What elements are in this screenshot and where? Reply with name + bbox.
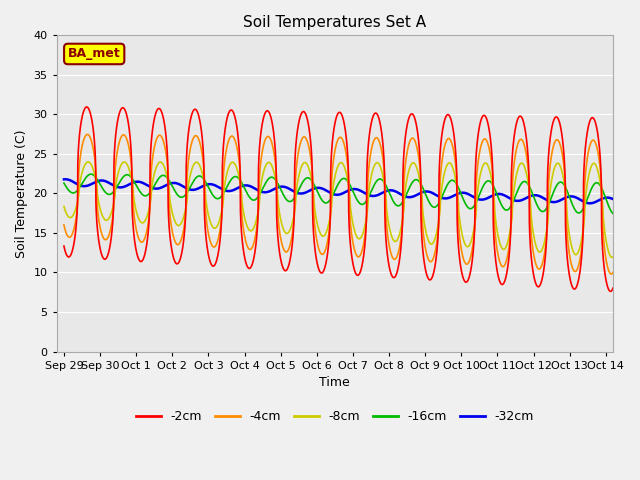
-8cm	[84, 159, 92, 165]
Title: Soil Temperatures Set A: Soil Temperatures Set A	[243, 15, 426, 30]
-16cm	[102, 191, 110, 196]
-2cm	[209, 263, 216, 269]
-2cm	[228, 108, 236, 114]
-4cm	[607, 271, 615, 277]
-4cm	[102, 237, 110, 242]
-32cm	[209, 181, 216, 187]
-8cm	[60, 204, 68, 209]
-16cm	[87, 171, 95, 177]
-32cm	[461, 190, 469, 196]
-4cm	[461, 260, 469, 266]
-16cm	[520, 179, 527, 184]
-8cm	[102, 217, 110, 223]
Line: -8cm: -8cm	[64, 162, 624, 257]
-16cm	[209, 192, 216, 197]
Y-axis label: Soil Temperature (C): Soil Temperature (C)	[15, 129, 28, 258]
-32cm	[620, 202, 628, 207]
Line: -2cm: -2cm	[64, 107, 624, 291]
-32cm	[61, 176, 69, 182]
-8cm	[620, 179, 628, 184]
Line: -4cm: -4cm	[64, 134, 624, 274]
-4cm	[84, 132, 92, 137]
-16cm	[571, 207, 579, 213]
-2cm	[571, 286, 579, 292]
Legend: -2cm, -4cm, -8cm, -16cm, -32cm: -2cm, -4cm, -8cm, -16cm, -32cm	[131, 405, 539, 428]
-2cm	[461, 279, 469, 285]
X-axis label: Time: Time	[319, 376, 350, 389]
-2cm	[620, 128, 628, 133]
-2cm	[607, 288, 614, 294]
Line: -32cm: -32cm	[64, 179, 624, 204]
-8cm	[571, 252, 579, 257]
-8cm	[520, 162, 527, 168]
-8cm	[608, 254, 616, 260]
-16cm	[611, 212, 619, 217]
-32cm	[520, 196, 527, 202]
-8cm	[209, 223, 216, 229]
-32cm	[102, 179, 110, 184]
-16cm	[461, 201, 469, 206]
-4cm	[228, 133, 236, 139]
-32cm	[228, 188, 236, 193]
-16cm	[228, 175, 236, 181]
-4cm	[571, 269, 579, 275]
-2cm	[520, 120, 527, 126]
-8cm	[461, 242, 469, 248]
-4cm	[60, 222, 68, 228]
Line: -16cm: -16cm	[64, 174, 624, 215]
-4cm	[520, 141, 527, 146]
-4cm	[620, 153, 628, 159]
-32cm	[571, 194, 579, 200]
-8cm	[228, 159, 236, 165]
-2cm	[60, 243, 68, 249]
Text: BA_met: BA_met	[68, 48, 120, 60]
-4cm	[209, 243, 216, 249]
-2cm	[102, 255, 110, 261]
-32cm	[60, 177, 68, 182]
-16cm	[60, 180, 68, 186]
-16cm	[620, 196, 628, 202]
-2cm	[83, 104, 90, 110]
